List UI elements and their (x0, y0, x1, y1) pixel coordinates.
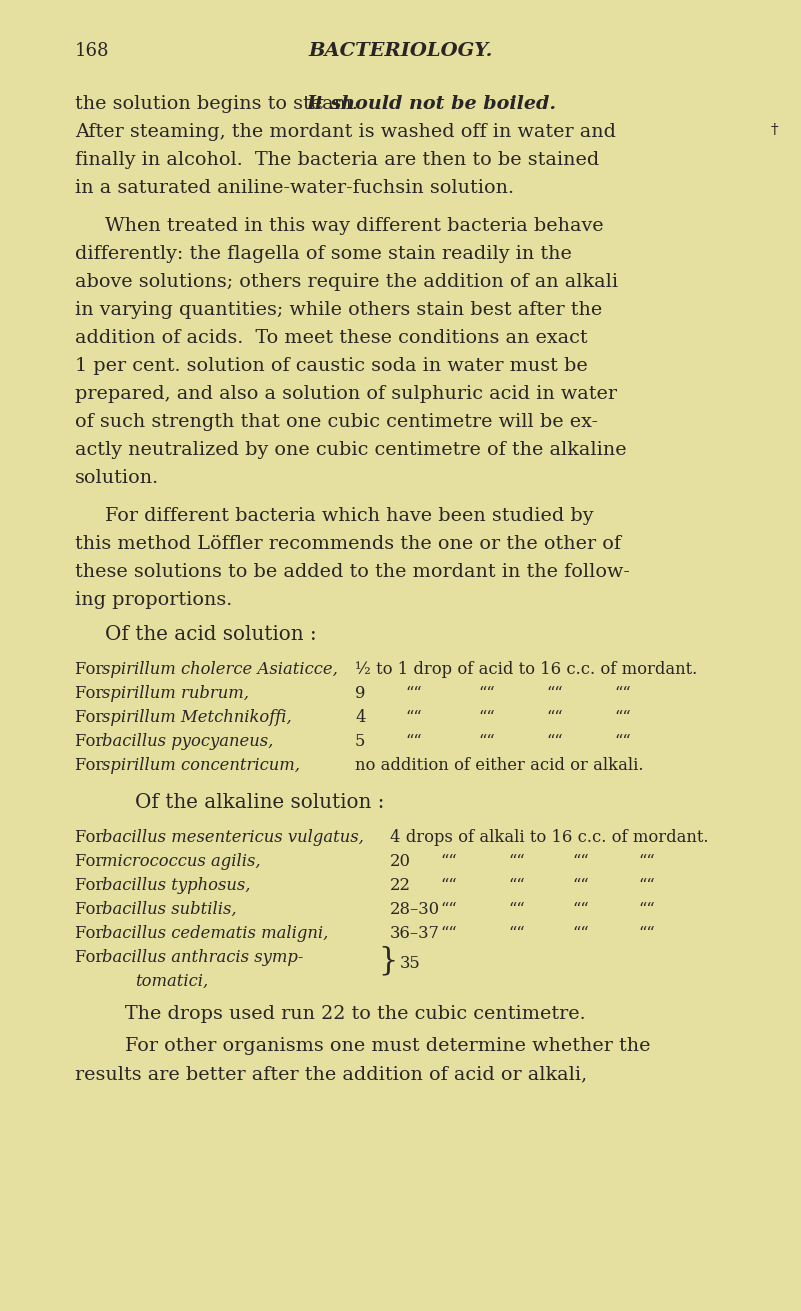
Text: For: For (75, 877, 108, 894)
Text: After steaming, the mordant is washed off in water and: After steaming, the mordant is washed of… (75, 123, 616, 142)
Text: ““: ““ (508, 853, 525, 871)
Text: It should not be boiled.: It should not be boiled. (306, 94, 556, 113)
Text: Of the alkaline solution :: Of the alkaline solution : (135, 793, 384, 812)
Text: 20: 20 (390, 853, 411, 871)
Text: ““: ““ (440, 926, 457, 943)
Text: ““: ““ (572, 877, 589, 894)
Text: ““: ““ (614, 733, 630, 750)
Text: †: † (771, 123, 779, 138)
Text: ““: ““ (546, 709, 563, 726)
Text: For: For (75, 686, 108, 701)
Text: 4: 4 (355, 709, 365, 726)
Text: micrococcus agilis,: micrococcus agilis, (102, 853, 260, 871)
Text: For: For (75, 829, 108, 846)
Text: For other organisms one must determine whether the: For other organisms one must determine w… (125, 1037, 650, 1055)
Text: 168: 168 (75, 42, 110, 60)
Text: ““: ““ (478, 686, 495, 701)
Text: addition of acids.  To meet these conditions an exact: addition of acids. To meet these conditi… (75, 329, 588, 347)
Text: no addition of either acid or alkali.: no addition of either acid or alkali. (355, 756, 643, 773)
Text: For: For (75, 733, 108, 750)
Text: When treated in this way different bacteria behave: When treated in this way different bacte… (105, 218, 604, 235)
Text: solution.: solution. (75, 469, 159, 486)
Text: 36–37: 36–37 (390, 926, 440, 943)
Text: bacillus subtilis,: bacillus subtilis, (102, 901, 236, 918)
Text: ““: ““ (572, 926, 589, 943)
Text: ““: ““ (440, 853, 457, 871)
Text: of such strength that one cubic centimetre will be ex-: of such strength that one cubic centimet… (75, 413, 598, 431)
Text: ““: ““ (405, 709, 422, 726)
Text: ““: ““ (508, 877, 525, 894)
Text: }: } (378, 945, 397, 977)
Text: ““: ““ (546, 686, 563, 701)
Text: For: For (75, 661, 108, 678)
Text: results are better after the addition of acid or alkali,: results are better after the addition of… (75, 1065, 587, 1083)
Text: For: For (75, 709, 108, 726)
Text: above solutions; others require the addition of an alkali: above solutions; others require the addi… (75, 273, 618, 291)
Text: ““: ““ (405, 733, 422, 750)
Text: For: For (75, 756, 108, 773)
Text: ½ to 1 drop of acid to 16 c.c. of mordant.: ½ to 1 drop of acid to 16 c.c. of mordan… (355, 661, 697, 678)
Text: prepared, and also a solution of sulphuric acid in water: prepared, and also a solution of sulphur… (75, 385, 617, 402)
Text: 4 drops of alkali to 16 c.c. of mordant.: 4 drops of alkali to 16 c.c. of mordant. (390, 829, 709, 846)
Text: this method Löffler recommends the one or the other of: this method Löffler recommends the one o… (75, 535, 621, 553)
Text: ““: ““ (638, 901, 654, 918)
Text: ““: ““ (638, 926, 654, 943)
Text: ““: ““ (546, 733, 563, 750)
Text: bacillus cedematis maligni,: bacillus cedematis maligni, (102, 926, 328, 943)
Text: ““: ““ (478, 709, 495, 726)
Text: differently: the flagella of some stain readily in the: differently: the flagella of some stain … (75, 245, 572, 264)
Text: ing proportions.: ing proportions. (75, 591, 232, 610)
Text: bacillus anthracis symp-: bacillus anthracis symp- (102, 949, 304, 966)
Text: spirillum rubrum,: spirillum rubrum, (102, 686, 249, 701)
Text: the solution begins to steam.: the solution begins to steam. (75, 94, 370, 113)
Text: spirillum Metchnikoffi,: spirillum Metchnikoffi, (102, 709, 292, 726)
Text: For: For (75, 853, 108, 871)
Text: bacillus typhosus,: bacillus typhosus, (102, 877, 251, 894)
Text: ““: ““ (440, 877, 457, 894)
Text: ““: ““ (638, 877, 654, 894)
Text: ““: ““ (440, 901, 457, 918)
Text: The drops used run 22 to the cubic centimetre.: The drops used run 22 to the cubic centi… (125, 1006, 586, 1023)
Text: 5: 5 (355, 733, 365, 750)
Text: BACTERIOLOGY.: BACTERIOLOGY. (308, 42, 493, 60)
Text: Of the acid solution :: Of the acid solution : (105, 625, 316, 644)
Text: 22: 22 (390, 877, 411, 894)
Text: finally in alcohol.  The bacteria are then to be stained: finally in alcohol. The bacteria are the… (75, 151, 599, 169)
Text: in a saturated aniline-water-fuchsin solution.: in a saturated aniline-water-fuchsin sol… (75, 180, 514, 197)
Text: ““: ““ (572, 901, 589, 918)
Text: ““: ““ (638, 853, 654, 871)
Text: ““: ““ (478, 733, 495, 750)
Text: spirillum concentricum,: spirillum concentricum, (102, 756, 300, 773)
Text: For: For (75, 949, 108, 966)
Text: these solutions to be added to the mordant in the follow-: these solutions to be added to the morda… (75, 562, 630, 581)
Text: bacillus mesentericus vulgatus,: bacillus mesentericus vulgatus, (102, 829, 364, 846)
Text: 9: 9 (355, 686, 365, 701)
Text: in varying quantities; while others stain best after the: in varying quantities; while others stai… (75, 302, 602, 319)
Text: 1 per cent. solution of caustic soda in water must be: 1 per cent. solution of caustic soda in … (75, 357, 588, 375)
Text: ““: ““ (508, 901, 525, 918)
Text: 28–30: 28–30 (390, 901, 440, 918)
Text: tomatici,: tomatici, (135, 973, 208, 990)
Text: ““: ““ (405, 686, 422, 701)
Text: 35: 35 (400, 954, 421, 971)
Text: ““: ““ (572, 853, 589, 871)
Text: For: For (75, 901, 108, 918)
Text: ““: ““ (614, 709, 630, 726)
Text: For different bacteria which have been studied by: For different bacteria which have been s… (105, 507, 594, 524)
Text: For: For (75, 926, 108, 943)
Text: spirillum cholerce Asiaticce,: spirillum cholerce Asiaticce, (102, 661, 338, 678)
Text: bacillus pyocyaneus,: bacillus pyocyaneus, (102, 733, 273, 750)
Text: ““: ““ (614, 686, 630, 701)
Text: ““: ““ (508, 926, 525, 943)
Text: actly neutralized by one cubic centimetre of the alkaline: actly neutralized by one cubic centimetr… (75, 440, 626, 459)
